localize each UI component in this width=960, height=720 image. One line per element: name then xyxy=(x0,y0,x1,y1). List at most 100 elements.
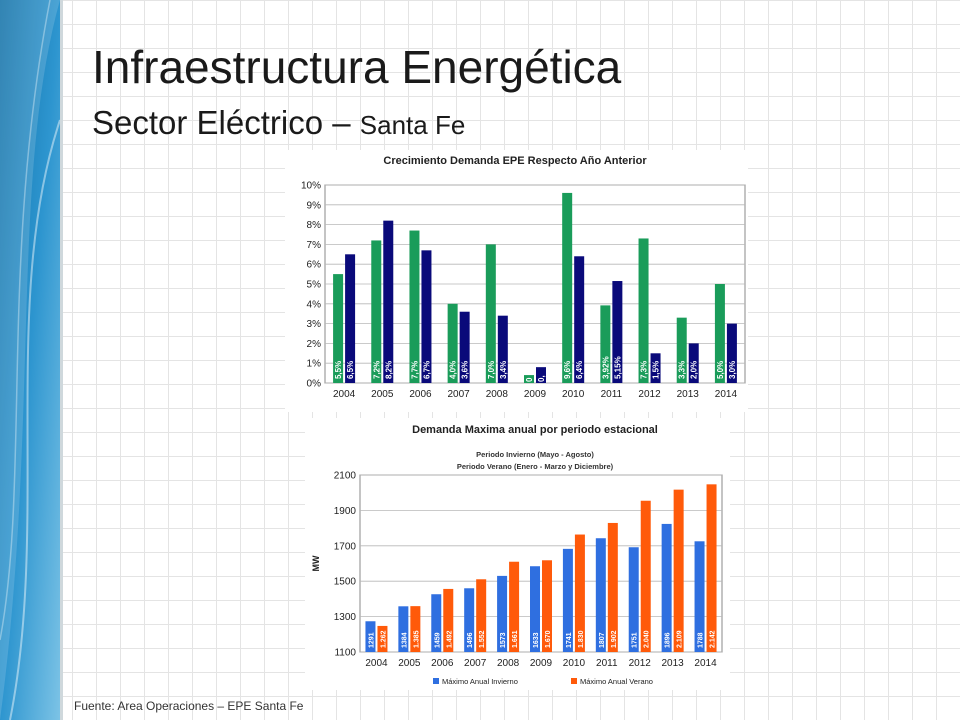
x-tick-label: 2008 xyxy=(486,389,509,400)
x-tick-label: 2012 xyxy=(638,389,661,400)
y-tick-label: 4% xyxy=(307,299,322,310)
bar xyxy=(650,353,661,383)
y-tick-label: 1% xyxy=(307,359,322,370)
bar xyxy=(612,281,623,383)
x-tick-label: 2013 xyxy=(677,389,700,400)
data-label: 1459 xyxy=(434,632,441,648)
x-tick-label: 2004 xyxy=(333,389,356,400)
bar xyxy=(694,541,705,652)
data-label: 7,0% xyxy=(487,361,496,379)
x-tick-label: 2014 xyxy=(715,389,738,400)
bar xyxy=(638,238,649,383)
max-demand-chart: Demanda Maxima anual por periodo estacio… xyxy=(311,424,723,686)
data-label: 0, xyxy=(537,375,546,382)
data-label: 6,4% xyxy=(575,361,584,379)
data-label: 7,7% xyxy=(410,361,419,379)
data-label: 5,5% xyxy=(334,361,343,379)
source-note: Fuente: Area Operaciones – EPE Santa Fe xyxy=(74,699,304,713)
x-tick-label: 2007 xyxy=(464,658,487,669)
y-tick-label: 7% xyxy=(307,240,322,251)
data-label: 1.385 xyxy=(413,630,420,648)
y-tick-label: 1100 xyxy=(334,648,356,659)
demand-growth-chart: Crecimiento Demanda EPE Respecto Año Ant… xyxy=(301,155,746,400)
y-tick-label: 1700 xyxy=(334,541,357,552)
bar xyxy=(562,192,573,383)
data-label: 1633 xyxy=(533,632,540,648)
x-tick-label: 2014 xyxy=(694,658,717,669)
band-divider xyxy=(60,0,63,720)
bar xyxy=(536,367,546,383)
bar xyxy=(574,256,585,383)
data-label: 3,4% xyxy=(499,361,508,379)
data-label: 3,3% xyxy=(678,361,687,379)
bar xyxy=(509,561,520,652)
bar xyxy=(600,305,611,383)
x-tick-label: 2010 xyxy=(563,658,586,669)
y-axis-label: MW xyxy=(311,555,321,571)
legend-label: Máximo Anual Verano xyxy=(580,677,653,686)
data-label: 1788 xyxy=(698,632,705,648)
legend-label: Máximo Anual Invierno xyxy=(442,677,518,686)
data-label: 1.830 xyxy=(578,630,585,648)
data-label: 1.670 xyxy=(545,630,552,648)
bar xyxy=(485,244,496,383)
data-label: 7,3% xyxy=(640,361,649,379)
x-tick-label: 2009 xyxy=(524,389,547,400)
bar xyxy=(688,343,699,383)
data-label: 1741 xyxy=(566,632,573,648)
demand-growth-chart-panel: Crecimiento Demanda EPE Respecto Año Ant… xyxy=(285,150,748,412)
x-tick-label: 2012 xyxy=(629,658,652,669)
bar xyxy=(383,220,394,383)
chart-annotation: Periodo Verano (Enero - Marzo y Diciembr… xyxy=(457,462,614,471)
subtitle-location: Santa Fe xyxy=(359,110,466,140)
bar xyxy=(595,538,606,652)
x-tick-label: 2011 xyxy=(596,658,618,669)
bar xyxy=(524,375,534,383)
y-tick-label: 8% xyxy=(307,220,322,231)
bar xyxy=(530,566,540,652)
data-label: 9,6% xyxy=(563,361,572,379)
x-tick-label: 2011 xyxy=(601,389,623,400)
data-label: 3,0% xyxy=(728,361,737,379)
x-tick-label: 2007 xyxy=(448,389,471,400)
data-label: 1751 xyxy=(632,632,639,648)
data-label: 2.142 xyxy=(710,630,717,648)
chart-title: Crecimiento Demanda EPE Respecto Año Ant… xyxy=(383,155,647,167)
bar xyxy=(345,254,356,383)
bar xyxy=(421,250,432,383)
data-label: 5,15% xyxy=(613,356,622,379)
y-tick-label: 5% xyxy=(307,280,322,291)
max-demand-chart-panel: Demanda Maxima anual por periodo estacio… xyxy=(305,418,730,690)
x-tick-label: 2004 xyxy=(365,658,388,669)
bar xyxy=(640,500,651,652)
x-tick-label: 2013 xyxy=(662,658,685,669)
bar xyxy=(676,317,687,383)
y-tick-label: 3% xyxy=(307,319,322,330)
bar xyxy=(542,560,552,652)
bar xyxy=(714,284,725,383)
data-label: 0 xyxy=(525,377,534,382)
bar xyxy=(497,315,508,383)
slide-title: Infraestructura Energética xyxy=(92,41,622,93)
x-tick-label: 2009 xyxy=(530,658,553,669)
bar xyxy=(371,240,382,383)
y-tick-label: 1300 xyxy=(334,612,357,623)
decorative-side-band xyxy=(0,0,61,720)
legend-swatch xyxy=(433,678,439,684)
bar xyxy=(673,489,684,652)
bar xyxy=(628,547,639,652)
data-label: 3,6% xyxy=(461,361,470,379)
bar xyxy=(726,323,737,383)
y-tick-label: 6% xyxy=(307,260,322,271)
data-label: 1291 xyxy=(368,632,375,648)
data-label: 6,5% xyxy=(346,361,355,379)
bar xyxy=(661,523,672,652)
y-tick-label: 10% xyxy=(301,181,321,192)
data-label: 2.109 xyxy=(677,630,684,648)
data-label: 1496 xyxy=(467,632,474,648)
data-label: 8,2% xyxy=(384,361,393,379)
data-label: 1896 xyxy=(665,632,672,648)
bar xyxy=(706,484,717,652)
x-tick-label: 2006 xyxy=(409,389,432,400)
bar xyxy=(398,606,409,652)
